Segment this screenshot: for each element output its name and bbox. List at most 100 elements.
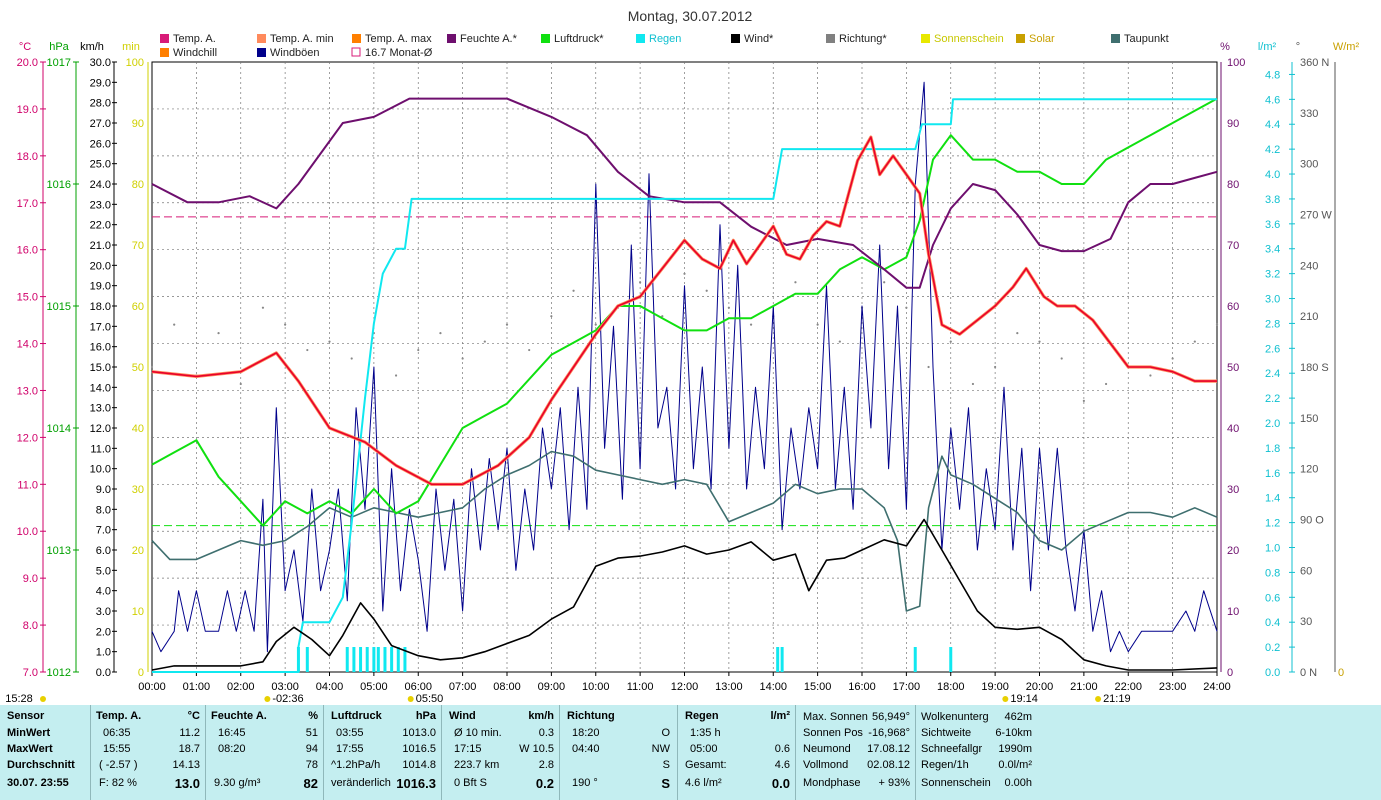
tick-x-19: 19:00 bbox=[981, 681, 1009, 693]
legend-swatch-0 bbox=[160, 34, 169, 43]
min-label: MinWert bbox=[7, 727, 51, 739]
legend-label-11: Windchill bbox=[173, 47, 217, 59]
tick-wind-19: 19.0 bbox=[90, 281, 111, 293]
direction-dot-6 bbox=[284, 323, 287, 326]
direction-dot-23 bbox=[661, 315, 664, 318]
tick-x-0: 00:00 bbox=[138, 681, 166, 693]
tick-x-12: 12:00 bbox=[671, 681, 699, 693]
tick-min-4: 40 bbox=[132, 423, 144, 435]
rain-bar-9 bbox=[390, 647, 394, 672]
wind-max-time: 17:15 bbox=[454, 743, 482, 755]
tick-rain-22: 4.4 bbox=[1265, 119, 1280, 131]
tick-x-20: 20:00 bbox=[1026, 681, 1054, 693]
time-marker-icon-4 bbox=[1095, 696, 1102, 702]
tick-rain-8: 1.6 bbox=[1265, 468, 1280, 480]
astro-value-2: 17.08.12 bbox=[867, 743, 910, 755]
tick-rain-24: 4.8 bbox=[1265, 69, 1280, 81]
legend-swatch-4 bbox=[541, 34, 550, 43]
temp-unit: °C bbox=[187, 710, 200, 722]
tick-min-0: 0 bbox=[138, 667, 144, 679]
legend-swatch-6 bbox=[731, 34, 740, 43]
temp-min-value: 11.2 bbox=[179, 727, 200, 739]
rain-bar-14 bbox=[913, 647, 917, 672]
misc-label-3: Regen/1h bbox=[921, 759, 969, 771]
direction-dot-45 bbox=[1149, 374, 1152, 377]
tick-wind-0: 0.0 bbox=[96, 667, 111, 679]
tick-wind-28: 28.0 bbox=[90, 98, 111, 110]
tick-wind-1: 1.0 bbox=[96, 647, 111, 659]
direction-dot-25 bbox=[705, 289, 708, 292]
misc-section: Wolkenunterg 462m Sichtweite 6-10km Schnee… bbox=[915, 705, 1036, 800]
tick-x-11: 11:00 bbox=[627, 681, 654, 693]
tick-rain-2: 0.4 bbox=[1265, 617, 1280, 629]
tick-wind-14: 14.0 bbox=[90, 382, 111, 394]
wind-run: 223.7 km bbox=[454, 759, 500, 771]
tick-rain-12: 2.4 bbox=[1265, 368, 1280, 380]
temp-avg-value: 14.13 bbox=[172, 759, 200, 771]
tick-temp-2: 9.0 bbox=[23, 573, 38, 585]
tick-temp-7: 14.0 bbox=[17, 339, 38, 351]
legend-label-12: Windböen bbox=[270, 47, 320, 59]
misc-value-1: 6-10km bbox=[995, 727, 1032, 739]
astro-value-1: -16,968° bbox=[868, 727, 910, 739]
misc-label-1: Sichtweite bbox=[921, 727, 972, 739]
tick-wind-9: 9.0 bbox=[96, 484, 111, 496]
tick-hum-1: 10 bbox=[1227, 606, 1239, 618]
direction-dot-31 bbox=[838, 340, 841, 343]
time-marker-icon-1 bbox=[264, 696, 271, 702]
rain-total-label: Gesamt: bbox=[685, 759, 727, 771]
direction-dot-36 bbox=[949, 340, 952, 343]
chart-title: Montag, 30.07.2012 bbox=[628, 8, 753, 24]
direction-dot-4 bbox=[239, 382, 242, 386]
legend-swatch-7 bbox=[826, 34, 835, 43]
direction-section: Richtung 18:20 O 04:40 NW S 190 ° S bbox=[559, 705, 678, 800]
tick-wind-15: 15.0 bbox=[90, 362, 111, 374]
direction-dot-11 bbox=[394, 374, 398, 377]
tick-wind-8: 8.0 bbox=[96, 504, 111, 516]
tick-wind-4: 4.0 bbox=[96, 586, 111, 598]
tick-x-10: 10:00 bbox=[582, 681, 610, 693]
legend-label-10: Taupunkt bbox=[1124, 33, 1169, 45]
direction-dot-8 bbox=[328, 340, 331, 343]
time-marker-label-4: 21:19 bbox=[1103, 693, 1131, 705]
hum-min-time: 16:45 bbox=[218, 727, 246, 739]
tick-x-16: 16:00 bbox=[848, 681, 876, 693]
direction-dot-30 bbox=[816, 323, 819, 326]
wind-line bbox=[151, 518, 1218, 671]
press-current-value: 1016.3 bbox=[396, 776, 436, 791]
rain-bar-2 bbox=[345, 647, 349, 672]
direction-dot-16 bbox=[505, 323, 509, 326]
rain-bar-10 bbox=[396, 647, 400, 672]
hum-max-value: 94 bbox=[305, 743, 318, 755]
legend-swatch-2 bbox=[352, 34, 361, 43]
misc-value-3: 0.0l/m² bbox=[998, 759, 1032, 771]
direction-dot-39 bbox=[1016, 332, 1019, 335]
rain-bar-11 bbox=[403, 647, 407, 672]
direction-dot-7 bbox=[306, 348, 309, 352]
tick-x-14: 14:00 bbox=[759, 681, 787, 693]
tick-temp-10: 17.0 bbox=[17, 198, 38, 210]
tick-min-1: 10 bbox=[132, 606, 144, 618]
legend-label-6: Wind* bbox=[744, 33, 774, 45]
rain-current-value: 0.0 bbox=[771, 776, 790, 791]
legend-label-0: Temp. A. bbox=[173, 33, 216, 45]
direction-dot-38 bbox=[994, 365, 997, 369]
tick-min-5: 50 bbox=[132, 362, 144, 374]
max-label: MaxWert bbox=[7, 743, 53, 755]
tick-x-13: 13:00 bbox=[715, 681, 743, 693]
direction-dot-48 bbox=[1215, 323, 1219, 326]
tick-temp-0: 7.0 bbox=[23, 667, 38, 679]
temp-current-value: 13.0 bbox=[174, 776, 200, 791]
direction-dot-27 bbox=[749, 323, 753, 326]
tick-rain-14: 2.8 bbox=[1265, 318, 1280, 330]
tick-x-24: 24:00 bbox=[1203, 681, 1231, 693]
wind-section: Wind km/h Ø 10 min. 0.3 17:15 W 10.5 223.7 … bbox=[441, 705, 560, 800]
unit-press: hPa bbox=[49, 41, 69, 53]
tick-rain-17: 3.4 bbox=[1265, 244, 1280, 256]
tick-dir-3: 90 O bbox=[1300, 515, 1324, 527]
tick-temp-12: 19.0 bbox=[17, 104, 38, 116]
legend-label-13: 16.7 Monat-Ø bbox=[365, 47, 433, 59]
dir-avg-value: S bbox=[662, 759, 670, 771]
direction-dot-29 bbox=[794, 281, 797, 284]
dir-max-time: 04:40 bbox=[572, 743, 600, 755]
